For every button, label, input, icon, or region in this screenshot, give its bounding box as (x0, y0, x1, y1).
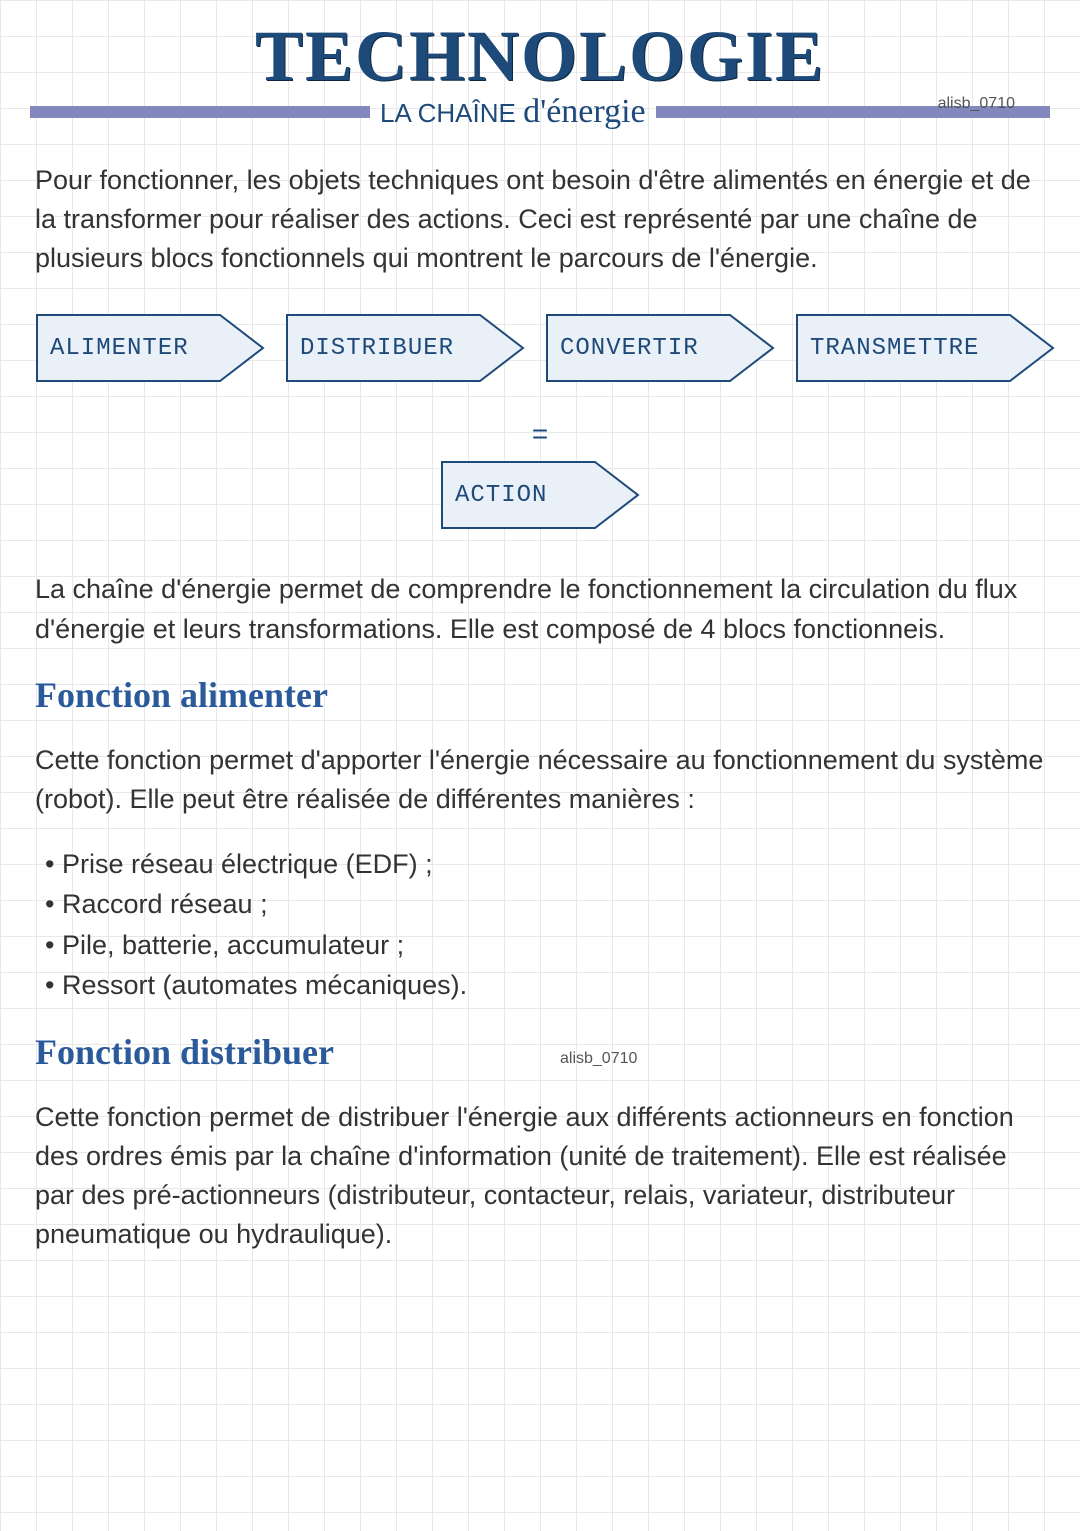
section-heading-alimenter: Fonction alimenter (35, 674, 1045, 716)
page-header: TECHNOLOGIE LA CHAÎNE d'énergie (30, 0, 1050, 131)
section1-text: Cette fonction permet d'apporter l'énerg… (35, 741, 1045, 819)
subtitle: LA CHAÎNE d'énergie (380, 93, 646, 131)
block-distribuer: DISTRIBUER (285, 313, 525, 383)
list-item: Ressort (automates mécaniques). (45, 965, 1045, 1006)
list-item: Pile, batterie, accumulateur ; (45, 925, 1045, 966)
block-convertir: CONVERTIR (545, 313, 775, 383)
subtitle-plain: LA CHAÎNE (380, 98, 516, 128)
block-label: TRANSMETTRE (810, 335, 979, 362)
equals-symbol: = (30, 418, 1050, 450)
block-label: DISTRIBUER (300, 335, 454, 362)
list-item: Raccord réseau ; (45, 884, 1045, 925)
subtitle-script: d'énergie (523, 93, 646, 130)
list-item: Prise réseau électrique (EDF) ; (45, 844, 1045, 885)
watermark-mid: alisb_0710 (560, 1050, 637, 1068)
intro-paragraph: Pour fonctionner, les objets techniques … (35, 161, 1045, 278)
divider-left (30, 106, 370, 118)
section2-text: Cette fonction permet de distribuer l'én… (35, 1098, 1045, 1255)
block-label: ALIMENTER (50, 335, 189, 362)
action-row: ACTION (30, 460, 1050, 530)
paragraph-2: La chaîne d'énergie permet de comprendre… (35, 570, 1045, 648)
subtitle-row: LA CHAÎNE d'énergie (30, 93, 1050, 131)
diagram-row: ALIMENTER DISTRIBUER CONVERTIR TRANSMETT… (35, 313, 1045, 383)
bullet-list-alimenter: Prise réseau électrique (EDF) ; Raccord … (45, 844, 1045, 1006)
section-heading-distribuer: Fonction distribuer (35, 1031, 1045, 1073)
block-label: CONVERTIR (560, 335, 699, 362)
block-alimenter: ALIMENTER (35, 313, 265, 383)
block-transmettre: TRANSMETTRE (795, 313, 1055, 383)
main-title: TECHNOLOGIE (30, 15, 1050, 98)
block-label: ACTION (455, 482, 547, 509)
watermark-top: alisb_0710 (938, 95, 1015, 113)
block-action: ACTION (440, 460, 640, 530)
